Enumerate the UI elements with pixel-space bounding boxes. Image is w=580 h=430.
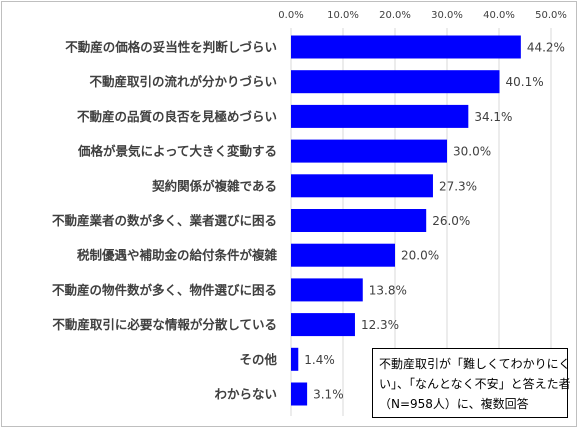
bar <box>291 174 433 198</box>
note-line-1: 不動産取引が「難しくてわかりにく <box>379 357 571 371</box>
bar <box>291 35 521 59</box>
data-label: 1.4% <box>304 353 335 367</box>
bar <box>291 209 427 232</box>
data-label: 3.1% <box>313 388 344 402</box>
data-label: 40.1% <box>506 75 544 89</box>
data-label: 13.8% <box>369 283 407 297</box>
data-label: 20.0% <box>401 249 439 263</box>
bar <box>291 70 500 94</box>
bar <box>291 347 299 371</box>
note-line-3: （N=958人）に、複数回答 <box>379 397 529 411</box>
x-tick-label: 10.0% <box>327 10 359 21</box>
x-tick-label: 20.0% <box>379 10 411 21</box>
category-label: 税制優遇や補助金の給付条件が複雑 <box>77 248 278 263</box>
category-label: 不動産取引の流れが分かりづらい <box>89 74 277 89</box>
data-label: 12.3% <box>361 318 399 332</box>
note-line-2: い」、「なんとなく不安」と答えた者 <box>379 377 571 391</box>
category-label: 価格が景気によって大きく変動する <box>77 144 277 159</box>
x-tick-label: 50.0% <box>535 10 567 21</box>
data-label: 26.0% <box>432 214 470 228</box>
category-label: わからない <box>214 387 277 402</box>
category-label: 不動産の物件数が多く、物件選びに困る <box>52 282 277 297</box>
category-label: 契約関係が複雑である <box>151 178 277 193</box>
category-label: その他 <box>239 352 277 367</box>
x-tick-label: 30.0% <box>431 10 463 21</box>
data-label: 34.1% <box>474 110 512 124</box>
x-tick-label: 0.0% <box>278 10 303 21</box>
survey-note-box: 不動産取引が「難しくてわかりにく い」、「なんとなく不安」と答えた者 （N=95… <box>372 348 571 418</box>
bar <box>291 104 469 128</box>
bar <box>291 243 395 267</box>
category-label: 不動産業者の数が多く、業者選びに困る <box>52 213 277 228</box>
data-label: 44.2% <box>527 41 565 55</box>
category-label: 不動産の価格の妥当性を判断しづらい <box>65 40 277 55</box>
x-tick-label: 40.0% <box>483 10 515 21</box>
bar <box>291 313 355 337</box>
data-label: 27.3% <box>439 179 477 193</box>
bar <box>291 139 447 163</box>
bar <box>291 278 363 302</box>
category-label: 不動産取引に必要な情報が分散している <box>52 317 277 332</box>
category-label: 不動産の品質の良否を見極めづらい <box>77 109 277 124</box>
data-label: 30.0% <box>453 145 491 159</box>
bar <box>291 382 308 406</box>
